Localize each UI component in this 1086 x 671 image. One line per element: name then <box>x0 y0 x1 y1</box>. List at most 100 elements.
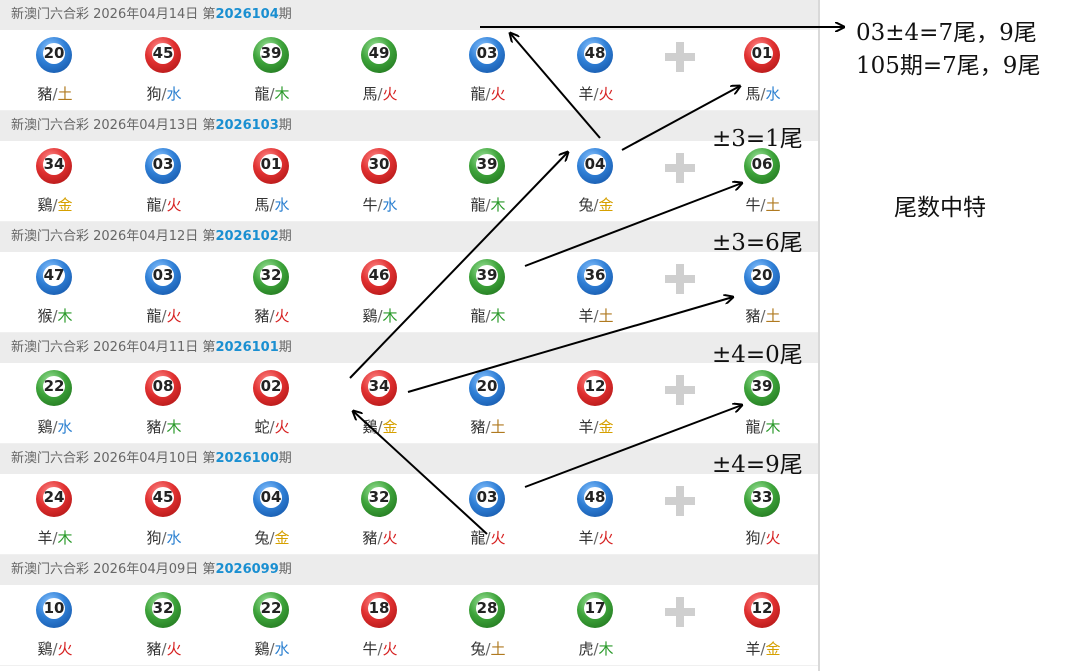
red-ball-icon: 34 <box>361 370 397 406</box>
ball-zodiac-element: 龍/火 <box>134 306 194 326</box>
zodiac-label: 豬 <box>146 418 162 436</box>
element-label: 水 <box>382 196 398 214</box>
draw-header: 新澳门六合彩 2026年04月12日 第2026102期 <box>0 222 818 252</box>
ball-zodiac-element: 兔/金 <box>242 528 302 548</box>
element-label: 金 <box>57 196 73 214</box>
zodiac-label: 羊 <box>37 529 53 547</box>
regular-ball: 45 狗/水 <box>134 474 194 555</box>
ball-zodiac-element: 羊/木 <box>25 528 85 548</box>
ball-zodiac-element: 龍/木 <box>458 306 518 326</box>
draw-balls-row: 20 豬/土 45 狗/水 39 龍/木 49 馬/火 03 龍/火 48 羊/火 01 馬/水 <box>0 30 818 111</box>
zodiac-label: 兔 <box>578 196 594 214</box>
ball-number: 01 <box>260 154 282 175</box>
draw-record: 新澳门六合彩 2026年04月11日 第2026101期 22 鷄/水 08 豬/木 02… <box>0 333 818 444</box>
element-label: 金 <box>598 418 614 436</box>
element-label: 木 <box>57 529 73 547</box>
zodiac-label: 猴 <box>37 307 53 325</box>
ball-zodiac-element: 狗/水 <box>134 84 194 104</box>
blue-ball-icon: 20 <box>469 370 505 406</box>
element-label: 火 <box>382 640 398 658</box>
ball-zodiac-element: 龍/火 <box>458 84 518 104</box>
separator: / <box>269 640 275 658</box>
regular-ball: 17 虎/木 <box>566 585 626 666</box>
ball-zodiac-element: 狗/水 <box>134 528 194 548</box>
draw-date-label: 新澳门六合彩 2026年04月11日 第 <box>11 340 216 355</box>
element-label: 火 <box>274 307 290 325</box>
draw-balls-row: 10 鷄/火 32 豬/火 22 鷄/水 18 牛/火 28 兔/土 17 虎/木 12 羊/金 <box>0 585 818 666</box>
regular-ball: 03 龍/火 <box>134 141 194 222</box>
regular-ball: 34 鷄/金 <box>25 141 85 222</box>
green-ball-icon: 49 <box>361 37 397 73</box>
ball-zodiac-element: 鷄/木 <box>350 306 410 326</box>
blue-ball-icon: 48 <box>577 481 613 517</box>
regular-ball: 03 龍/火 <box>458 30 518 111</box>
separator: / <box>161 529 167 547</box>
separator: / <box>161 307 167 325</box>
zodiac-label: 狗 <box>745 529 761 547</box>
zodiac-label: 牛 <box>362 196 378 214</box>
special-ball: 39 龍/木 <box>733 363 793 444</box>
regular-ball: 39 龍/木 <box>458 141 518 222</box>
plus-icon <box>665 486 695 516</box>
regular-ball: 22 鷄/水 <box>25 363 85 444</box>
special-ball: 20 豬/土 <box>733 252 793 333</box>
draw-date-label: 新澳门六合彩 2026年04月13日 第 <box>11 118 216 133</box>
zodiac-label: 兔 <box>254 529 270 547</box>
ball-number: 34 <box>368 376 390 397</box>
element-label: 水 <box>57 418 73 436</box>
ball-number: 39 <box>751 376 773 397</box>
ball-number: 45 <box>152 487 174 508</box>
draw-record: 新澳门六合彩 2026年04月12日 第2026102期 47 猴/木 03 龍/火 32… <box>0 222 818 333</box>
plus-icon <box>665 375 695 405</box>
regular-ball: 08 豬/木 <box>134 363 194 444</box>
green-ball-icon: 17 <box>577 592 613 628</box>
element-label: 木 <box>765 418 781 436</box>
element-label: 土 <box>490 640 506 658</box>
regular-ball: 48 羊/火 <box>566 474 626 555</box>
plus-icon <box>665 264 695 294</box>
blue-ball-icon: 04 <box>577 148 613 184</box>
regular-ball: 36 羊/土 <box>566 252 626 333</box>
regular-ball: 48 羊/火 <box>566 30 626 111</box>
zodiac-label: 龍 <box>745 418 761 436</box>
regular-ball: 01 馬/水 <box>242 141 302 222</box>
ball-number: 03 <box>152 154 174 175</box>
red-ball-icon: 18 <box>361 592 397 628</box>
separator: / <box>760 529 766 547</box>
ball-number: 12 <box>584 376 606 397</box>
ball-zodiac-element: 龍/火 <box>458 528 518 548</box>
regular-ball: 10 鷄/火 <box>25 585 85 666</box>
ball-number: 01 <box>751 43 773 64</box>
green-ball-icon: 22 <box>253 592 289 628</box>
separator: / <box>760 196 766 214</box>
regular-ball: 39 龍/木 <box>458 252 518 333</box>
ball-zodiac-element: 龍/木 <box>242 84 302 104</box>
zodiac-label: 鷄 <box>362 307 378 325</box>
ball-zodiac-element: 牛/火 <box>350 639 410 659</box>
separator: / <box>52 196 58 214</box>
zodiac-label: 豬 <box>745 307 761 325</box>
regular-ball: 32 豬/火 <box>134 585 194 666</box>
ball-zodiac-element: 羊/火 <box>566 528 626 548</box>
ball-zodiac-element: 龍/木 <box>733 417 793 437</box>
red-ball-icon: 12 <box>744 592 780 628</box>
issue-suffix: 期 <box>278 451 292 466</box>
ball-number: 20 <box>43 43 65 64</box>
red-ball-icon: 34 <box>36 148 72 184</box>
zodiac-label: 羊 <box>745 640 761 658</box>
ball-number: 32 <box>260 265 282 286</box>
zodiac-label: 豬 <box>362 529 378 547</box>
zodiac-label: 羊 <box>578 529 594 547</box>
regular-ball: 34 鷄/金 <box>350 363 410 444</box>
ball-number: 04 <box>260 487 282 508</box>
element-label: 土 <box>598 307 614 325</box>
blue-ball-icon: 03 <box>469 37 505 73</box>
element-label: 火 <box>765 529 781 547</box>
separator: / <box>485 529 491 547</box>
element-label: 水 <box>274 640 290 658</box>
separator: / <box>52 529 58 547</box>
zodiac-label: 豬 <box>37 85 53 103</box>
separator: / <box>52 307 58 325</box>
element-label: 木 <box>490 196 506 214</box>
ball-number: 49 <box>368 43 390 64</box>
